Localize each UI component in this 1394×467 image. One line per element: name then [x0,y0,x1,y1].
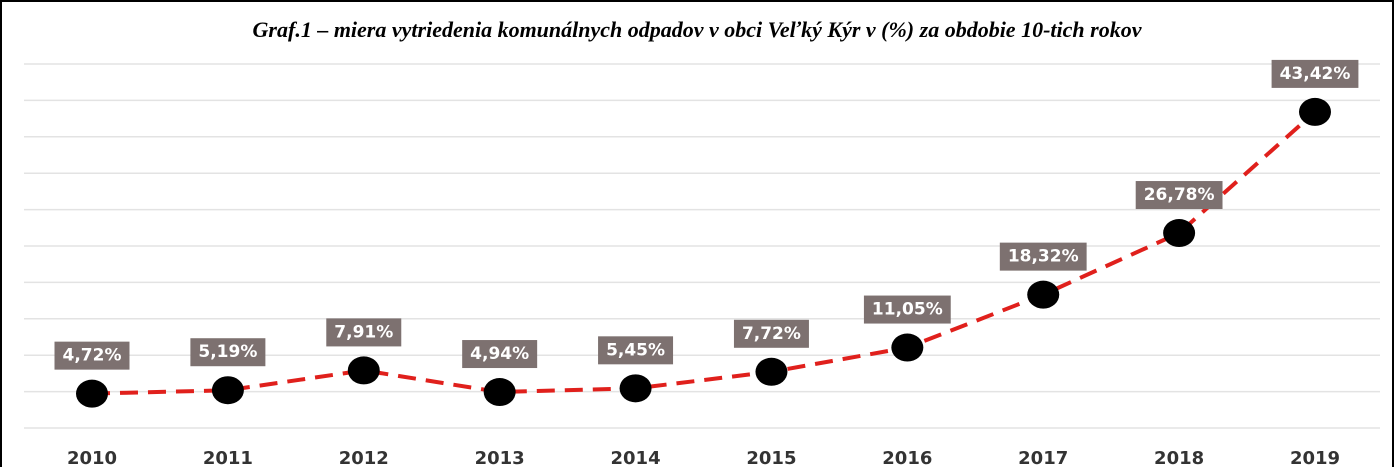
x-tick-label: 2010 [67,448,117,467]
data-label: 5,45% [598,336,674,365]
chart-title: Graf.1 – miera vytriedenia komunálnych o… [253,17,1142,42]
data-label: 5,19% [190,338,266,367]
data-label-text: 5,19% [198,342,257,362]
data-label-text: 11,05% [872,300,943,320]
data-label-text: 7,72% [742,324,801,344]
data-label-box [1271,59,1359,88]
data-point [891,333,924,362]
data-label-text: 26,78% [1144,185,1215,205]
data-point [483,378,516,407]
data-label-box [863,295,951,324]
data-point [76,379,108,408]
data-label: 11,05% [863,295,951,324]
data-label: 7,91% [326,318,402,347]
data-point [619,374,652,403]
data-label: 7,72% [733,319,809,348]
data-label-box [54,341,130,370]
data-label-box [598,336,674,365]
data-label-box [1135,181,1223,210]
data-label: 4,94% [462,340,538,369]
data-label-text: 4,94% [470,344,529,364]
data-label: 4,72% [54,341,130,370]
x-tick-label: 2012 [339,448,389,467]
x-tick-label: 2013 [475,448,525,467]
data-label-text: 5,45% [606,340,665,360]
data-point [1163,219,1196,248]
data-label-text: 43,42% [1280,64,1351,84]
data-label-box [190,338,266,367]
data-label-text: 4,72% [63,346,122,366]
data-point [1299,97,1331,126]
x-tick-label: 2018 [1154,448,1204,467]
data-label-text: 7,91% [334,322,393,342]
data-label-box [462,340,538,369]
x-tick-label: 2015 [746,448,796,467]
x-tick-label: 2014 [611,448,661,467]
x-tick-label: 2017 [1018,448,1068,467]
data-point [1027,280,1060,309]
data-label-box [999,242,1087,271]
data-label-text: 18,32% [1008,247,1079,267]
data-label: 26,78% [1135,181,1223,210]
data-point [211,376,244,405]
x-tick-label: 2019 [1290,448,1340,467]
data-label: 18,32% [999,242,1087,271]
x-tick-label: 2016 [882,448,932,467]
data-line [91,110,1317,396]
data-label-box [733,319,809,348]
data-label-box [326,318,402,347]
x-tick-label: 2011 [203,448,253,467]
data-point [755,357,788,386]
data-label: 43,42% [1271,59,1359,88]
data-point [347,356,380,385]
